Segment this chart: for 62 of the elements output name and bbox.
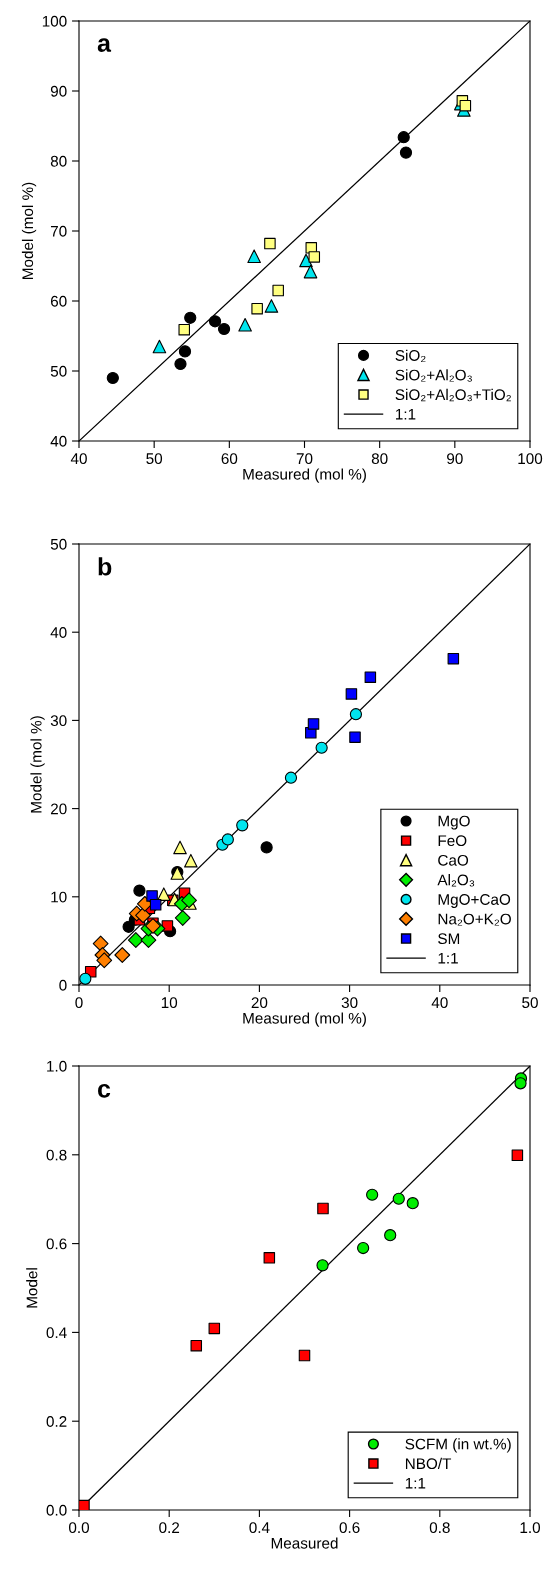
y-tick-label: 90 <box>50 85 67 97</box>
legend-label: Al₂O₃ <box>437 874 475 887</box>
x-tick-label: 0 <box>75 997 83 1009</box>
x-axis-title: Measured (mol %) <box>243 1012 366 1027</box>
y-tick-label: 20 <box>50 803 67 815</box>
x-tick-label: 30 <box>341 997 358 1009</box>
y-tick-label: 30 <box>50 715 67 727</box>
y-tick-label: 40 <box>50 627 67 638</box>
chart-title: a <box>97 38 112 52</box>
x-tick-label: 0.8 <box>429 1522 450 1534</box>
x-tick-label: 50 <box>146 453 163 465</box>
legend-label: SiO₂ <box>395 349 426 363</box>
x-tick-label: 1.0 <box>520 1522 541 1534</box>
y-tick-label: 1.0 <box>47 1060 67 1072</box>
chart-title: c <box>98 1083 111 1098</box>
legend-label: SCFM (in wt.%) <box>405 1438 511 1453</box>
y-axis-title: Model <box>26 1268 38 1308</box>
x-tick-label: 40 <box>70 453 87 465</box>
y-tick-label: 0.2 <box>46 1416 67 1427</box>
x-tick-label: 0.2 <box>159 1522 180 1534</box>
x-axis-title: Measured (mol %) <box>243 468 366 483</box>
y-tick-label: 50 <box>50 538 67 550</box>
chart-title: b <box>98 557 112 576</box>
y-tick-label: 60 <box>50 295 67 307</box>
x-tick-label: 60 <box>221 453 238 465</box>
x-tick-label: 80 <box>371 453 388 465</box>
legend-label: FeO <box>438 835 467 847</box>
y-axis-title: Model (mol %) <box>21 182 37 279</box>
y-tick-label: 10 <box>51 891 67 903</box>
legend-label: 1:1 <box>396 408 416 420</box>
x-axis-title: Measured <box>271 1537 338 1549</box>
x-tick-label: 0.4 <box>249 1522 270 1534</box>
legend-label: Na₂O+K₂O <box>438 913 511 926</box>
x-tick-label: 100 <box>518 453 543 465</box>
legend-label: 1:1 <box>405 1477 426 1489</box>
legend-label: 1:1 <box>438 952 458 964</box>
legend-label: SM <box>438 933 460 945</box>
y-tick-label: 0.4 <box>46 1327 67 1339</box>
legend-label: MgO <box>438 815 470 830</box>
y-tick-label: 0.6 <box>46 1238 67 1250</box>
y-tick-label: 0.8 <box>46 1149 67 1161</box>
y-tick-label: 70 <box>50 225 67 237</box>
x-tick-label: 10 <box>161 997 178 1009</box>
x-tick-label: 0.6 <box>339 1522 360 1534</box>
x-tick-label: 20 <box>251 997 268 1009</box>
y-tick-label: 80 <box>50 155 67 167</box>
legend-label: NBO/T <box>405 1457 452 1470</box>
y-tick-label: 50 <box>50 365 67 377</box>
y-tick-label: 40 <box>50 435 67 447</box>
y-tick-label: 100 <box>42 15 67 27</box>
y-tick-label: 0 <box>59 979 67 991</box>
y-tick-label: 0.0 <box>46 1504 67 1516</box>
x-tick-label: 0.0 <box>68 1522 90 1534</box>
x-tick-label: 90 <box>447 453 463 465</box>
legend-label: SiO₂+Al₂O₃ <box>395 369 472 382</box>
legend-label: SiO₂+Al₂O₃+TiO₂ <box>395 388 511 402</box>
y-axis-title: Model (mol %) <box>30 716 45 813</box>
x-tick-label: 50 <box>522 997 538 1009</box>
legend-label: CaO <box>438 854 469 866</box>
legend-label: MgO+CaO <box>438 894 511 908</box>
x-tick-label: 70 <box>296 453 313 465</box>
x-tick-label: 40 <box>431 997 448 1009</box>
